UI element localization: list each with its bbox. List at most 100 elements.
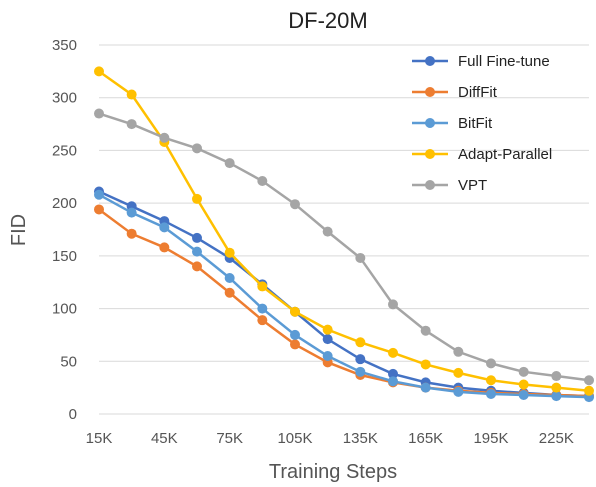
y-tick-label: 150	[52, 248, 77, 265]
legend-marker	[425, 180, 435, 190]
legend-entry: Full Fine-tune	[412, 53, 550, 70]
x-tick-labels: 15K 45K 75K 105K 135K 165K 195K 225K	[86, 430, 574, 447]
legend-entry: BitFit	[412, 115, 493, 132]
data-point	[322, 324, 333, 335]
legend-label: DiffFit	[458, 84, 498, 101]
legend-label: Adapt-Parallel	[458, 146, 552, 163]
legend-marker	[425, 87, 435, 97]
data-point	[290, 329, 300, 340]
chart-title: DF-20M	[288, 8, 367, 33]
y-tick-label: 250	[52, 142, 77, 159]
y-tick-label: 300	[52, 90, 77, 107]
legend-marker	[425, 149, 435, 159]
y-tick-label: 350	[52, 37, 77, 54]
data-point	[224, 247, 235, 258]
data-point	[355, 252, 366, 263]
data-point	[94, 108, 104, 119]
legend-entry: Adapt-Parallel	[412, 146, 552, 163]
data-point	[192, 232, 202, 243]
x-tick-label: 75K	[216, 430, 243, 447]
data-point	[551, 391, 562, 402]
data-point	[518, 366, 529, 377]
data-point	[257, 281, 268, 292]
data-point	[192, 143, 202, 154]
data-point	[388, 299, 398, 310]
data-point	[453, 367, 464, 378]
y-tick-label: 0	[69, 406, 77, 423]
data-point	[355, 354, 366, 365]
series-adapt-parallel	[94, 66, 594, 396]
data-point	[388, 347, 398, 358]
data-point	[94, 189, 104, 200]
data-point	[159, 222, 170, 233]
data-point	[453, 386, 464, 397]
series-line	[98, 190, 590, 398]
data-point	[486, 388, 496, 399]
data-point	[420, 359, 431, 370]
data-point	[192, 261, 202, 272]
x-tick-label: 225K	[539, 430, 574, 447]
x-tick-label: 45K	[151, 430, 178, 447]
data-point	[518, 379, 529, 390]
data-point	[224, 158, 235, 169]
x-axis-title: Training Steps	[269, 461, 397, 483]
data-point	[584, 375, 594, 386]
series-line	[98, 208, 590, 398]
x-tick-label: 135K	[343, 430, 378, 447]
data-point	[257, 303, 268, 314]
data-point	[420, 325, 431, 336]
data-point	[388, 368, 398, 379]
data-point	[94, 204, 104, 215]
series-vpt	[94, 108, 594, 386]
series-bitfit	[94, 189, 594, 403]
data-point	[388, 376, 398, 387]
data-point	[224, 272, 235, 283]
data-point	[486, 375, 496, 386]
data-point	[126, 89, 137, 100]
y-tick-label: 50	[60, 353, 77, 370]
y-tick-label: 100	[52, 301, 77, 318]
data-point	[322, 226, 333, 237]
data-point	[290, 199, 300, 210]
x-tick-label: 165K	[408, 430, 443, 447]
data-point	[355, 337, 366, 348]
data-point	[322, 351, 333, 362]
series-line	[98, 193, 590, 399]
y-tick-labels: 0 50 100 150 200 250 300 350	[52, 37, 77, 423]
data-point	[159, 242, 170, 253]
data-point	[126, 119, 137, 130]
data-point	[551, 371, 562, 382]
series-lines	[94, 66, 594, 403]
legend-label: BitFit	[458, 115, 493, 132]
data-point	[453, 346, 464, 357]
legend-entry: VPT	[412, 177, 487, 194]
data-point	[126, 207, 137, 218]
x-tick-label: 15K	[86, 430, 113, 447]
legend-marker	[425, 56, 435, 66]
x-tick-label: 195K	[473, 430, 508, 447]
y-axis-title: FID	[8, 214, 30, 246]
data-point	[257, 176, 268, 187]
data-point	[192, 246, 202, 257]
data-point	[551, 382, 562, 393]
x-tick-label: 105K	[277, 430, 312, 447]
data-point	[290, 339, 300, 350]
data-point	[224, 287, 235, 298]
data-point	[584, 385, 594, 396]
data-point	[518, 390, 529, 401]
data-point	[420, 382, 431, 393]
gridlines	[99, 44, 589, 415]
series-line	[98, 112, 590, 382]
y-tick-label: 200	[52, 195, 77, 212]
legend-entry: DiffFit	[412, 84, 498, 101]
data-point	[290, 306, 300, 317]
legend: Full Fine-tune DiffFit BitFit Adapt-Paralle…	[412, 53, 552, 194]
series-line	[98, 70, 590, 393]
data-point	[94, 66, 104, 77]
data-point	[355, 366, 366, 377]
data-point	[126, 228, 137, 239]
data-point	[486, 358, 496, 369]
data-point	[257, 315, 268, 326]
data-point	[192, 193, 202, 204]
